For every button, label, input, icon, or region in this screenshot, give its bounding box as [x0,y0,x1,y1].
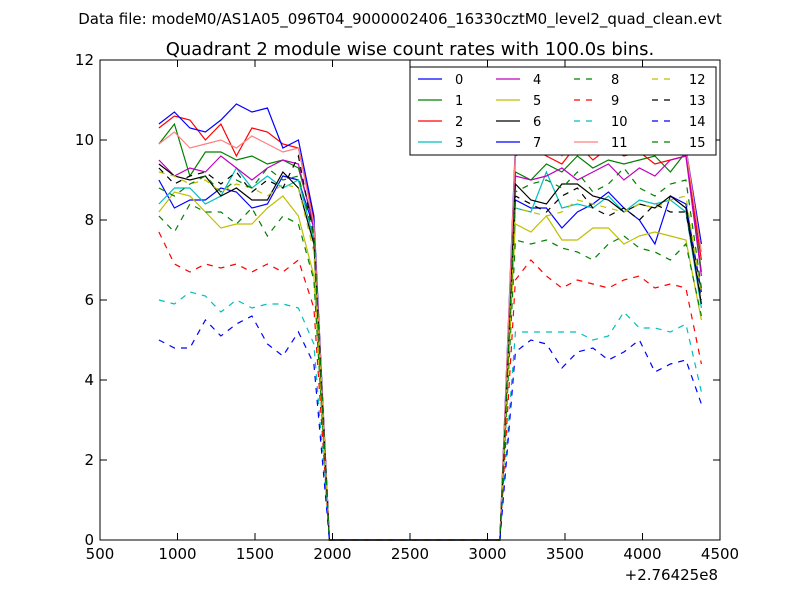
legend-label-2: 2 [455,115,463,130]
legend-label-3: 3 [455,136,463,151]
x-tick-label: 1500 [236,545,274,563]
series-line-13 [158,154,702,541]
legend-label-12: 12 [689,73,706,88]
legend-label-5: 5 [533,94,541,109]
y-tick-label: 10 [75,131,94,149]
x-tick-label: 500 [86,545,115,563]
x-tick-label: 4500 [701,545,739,563]
legend-label-13: 13 [689,94,706,109]
y-tick-label: 4 [84,371,94,389]
legend-label-1: 1 [455,94,463,109]
x-tick-label: 4000 [623,545,661,563]
axes-layer: 500 1000 1500 2000 2500 3000 3500 4000 4500 0 2 4 6 8… [75,51,739,563]
y-tick-label: 12 [75,51,94,69]
chart-title: Quadrant 2 module wise count rates with … [166,39,655,60]
legend-label-14: 14 [689,115,706,130]
x-offset-label: +2.76425e8 [625,566,718,584]
x-tick-label: 1000 [158,545,196,563]
legend-label-4: 4 [533,73,541,88]
legend-box [409,66,717,156]
x-tick-label: 3000 [468,545,506,563]
x-tick-label: 2500 [391,545,429,563]
x-tick-label: 2000 [313,545,351,563]
legend-label-10: 10 [611,115,628,130]
legend-label-15: 15 [689,136,706,151]
y-tick-label: 0 [84,531,94,549]
y-tick-label: 6 [84,291,94,309]
legend-label-8: 8 [611,73,619,88]
y-tick-label: 2 [84,451,94,469]
suptitle: Data file: modeM0/AS1A05_096T04_90000024… [78,10,722,29]
series-line-8 [158,203,702,541]
legend-label-7: 7 [533,136,541,151]
y-tick-label: 8 [84,211,94,229]
legend-label-11: 11 [611,136,628,151]
x-tick-label: 3500 [546,545,584,563]
legend-label-9: 9 [611,94,619,109]
legend-label-0: 0 [455,73,463,88]
legend-label-6: 6 [533,115,541,130]
